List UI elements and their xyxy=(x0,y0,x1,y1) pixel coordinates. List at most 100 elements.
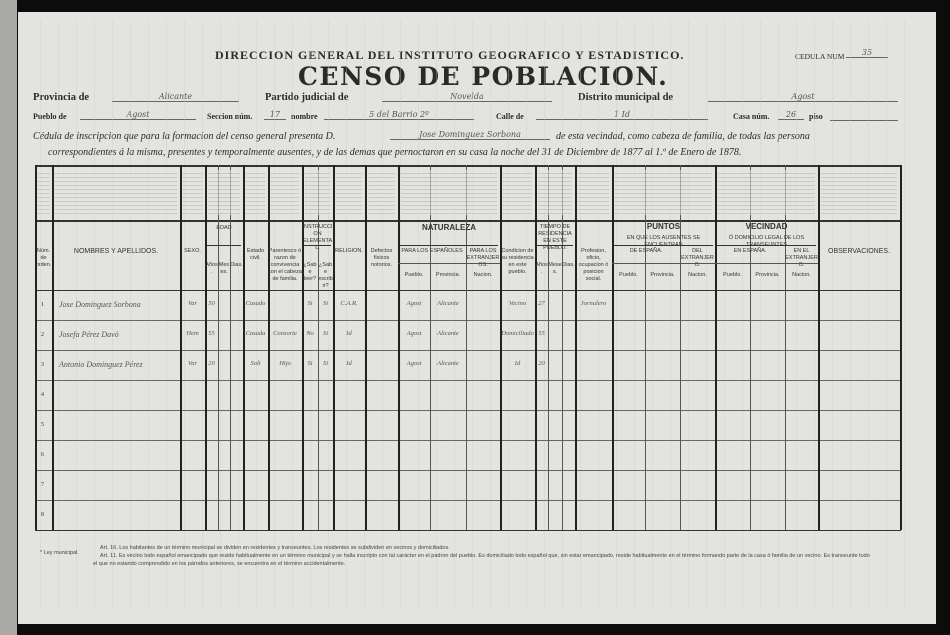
grid-line xyxy=(436,20,437,610)
cell-t_anos: 55 xyxy=(538,330,545,337)
grid-line xyxy=(238,20,239,610)
casa-label: Casa núm. xyxy=(733,112,770,121)
footer-art16: Art. 16. Los habitantes de un término mu… xyxy=(100,545,450,551)
column-instructions xyxy=(578,170,609,215)
header-escribir: ¿Sabe escribir? xyxy=(318,262,333,289)
row-line xyxy=(35,470,901,471)
sub-rule xyxy=(715,263,785,264)
cell-sexo: Hem xyxy=(186,330,199,337)
grid-line xyxy=(580,20,581,610)
header-anos: Años. xyxy=(205,262,218,275)
cell-escribir: Si xyxy=(322,300,329,307)
grid-line xyxy=(184,20,185,610)
row-number: 3 xyxy=(41,362,44,368)
pueblo-label: Pueblo de xyxy=(33,112,67,121)
sub-rule xyxy=(466,263,500,264)
header-nat_nacion: Nacion. xyxy=(473,272,493,278)
row-number: 4 xyxy=(41,392,44,398)
grid-line xyxy=(904,20,905,610)
cell-sexo: Var xyxy=(187,360,198,367)
grid-line xyxy=(166,20,167,610)
column-line xyxy=(818,165,820,530)
header-nat_prov: Provincia. xyxy=(435,272,461,278)
column-line xyxy=(500,165,502,530)
header-vecindad-sub: Ó DOMICILIO LEGAL DE LOS TRANSEUNTES xyxy=(728,235,805,248)
group-rule xyxy=(304,245,331,246)
header-espanoles: PARA LOS ESPAÑOLES xyxy=(401,248,463,254)
header-puntos: PUNTOS xyxy=(646,222,681,231)
cell-escribir: Si xyxy=(322,330,329,337)
column-line xyxy=(645,165,646,530)
cell-leer: No xyxy=(306,330,314,337)
row-number: 6 xyxy=(41,452,44,458)
cell-sexo: Var xyxy=(187,300,198,307)
grid-line xyxy=(742,20,743,610)
cell-religion: C.A.R. xyxy=(340,300,358,307)
grid-line xyxy=(688,20,689,610)
intro-line-1b: de esta vecindad, como cabeza de familia… xyxy=(556,131,810,142)
column-line xyxy=(430,165,431,530)
census-form-paper xyxy=(18,12,936,624)
footer-art11: Art. 11. Es vecino todo español emancipa… xyxy=(100,553,870,559)
column-line xyxy=(680,165,681,530)
column-line xyxy=(612,165,614,530)
column-line xyxy=(900,165,902,530)
cell-nat_prov: Alicante xyxy=(437,300,459,307)
cell-nat_pueblo: Agost xyxy=(406,330,422,337)
grid-line xyxy=(760,20,761,610)
grid-line xyxy=(886,20,887,610)
grid-line xyxy=(346,20,347,610)
calle-field: 1 Id xyxy=(536,110,708,120)
header-del_extranjero: DEL EXTRANJERO. xyxy=(681,248,714,268)
grid-line xyxy=(76,20,77,610)
grid-line xyxy=(706,20,707,610)
cell-escribir: Si xyxy=(322,360,329,367)
column-line xyxy=(333,165,335,530)
grid-line xyxy=(274,20,275,610)
column-line xyxy=(218,165,219,530)
agency-heading: DIRECCION GENERAL DEL INSTITUTO GEOGRAFI… xyxy=(215,48,685,62)
header-en_extranjero: EN EL EXTRANJERO. xyxy=(785,248,818,268)
presenter-name: Jose Dominguez Sorbona xyxy=(390,130,550,140)
header-num: Núm. de orden. xyxy=(35,248,52,268)
row-line xyxy=(35,440,901,441)
footer-note-label: * Ley municipal. xyxy=(40,550,79,556)
column-line xyxy=(268,165,270,530)
column-line xyxy=(466,165,467,530)
provincia-field: Alicante xyxy=(112,92,239,102)
form-title: CENSO DE POBLACION. xyxy=(298,62,669,91)
grid-line xyxy=(382,20,383,610)
column-line xyxy=(52,165,54,530)
column-line xyxy=(205,165,207,530)
grid-line xyxy=(652,20,653,610)
cedula-label: CEDULA NUM xyxy=(795,52,845,61)
sub-rule xyxy=(612,263,680,264)
header-t_dias: Dias. xyxy=(562,262,575,268)
grid-line xyxy=(544,20,545,610)
column-line xyxy=(535,165,537,530)
grid-line xyxy=(454,20,455,610)
header-defectos: Defectos físicos notorios. xyxy=(370,248,393,268)
column-instructions xyxy=(246,170,265,215)
grid-line xyxy=(292,20,293,610)
header-v_prov: Provincia. xyxy=(755,272,780,278)
cell-religion: Id xyxy=(346,360,352,367)
intro-line-1a: Cédula de inscripcion que para la formac… xyxy=(33,131,336,142)
column-instructions xyxy=(208,170,240,215)
grid-line xyxy=(256,20,257,610)
calle-label: Calle de xyxy=(496,112,524,121)
column-instructions xyxy=(183,170,202,215)
cedula-number: 35 xyxy=(846,48,888,58)
group-rule xyxy=(717,245,816,246)
grid-line xyxy=(400,20,401,610)
header-p_pueblo: Pueblo. xyxy=(619,272,638,278)
column-line xyxy=(398,165,400,530)
nombre-label: nombre xyxy=(291,112,318,121)
column-line xyxy=(243,165,245,530)
grid-line xyxy=(58,20,59,610)
cell-anos: 55 xyxy=(208,330,215,337)
header-t_anos: Años. xyxy=(535,262,548,275)
row-number: 2 xyxy=(41,332,44,338)
sub-rule xyxy=(398,263,466,264)
intro-line-2: correspondientes á la misma, presentes y… xyxy=(48,147,742,158)
